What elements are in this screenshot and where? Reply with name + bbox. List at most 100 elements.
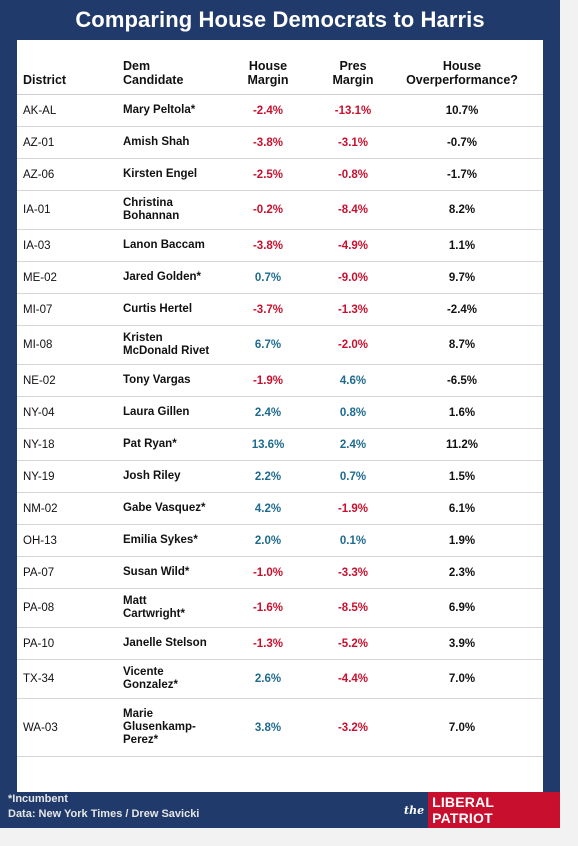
candidate-name-line: Kristen xyxy=(123,332,163,344)
candidate-name-line: Mary Peltola* xyxy=(123,104,196,116)
candidate-cell: Amish Shah xyxy=(123,127,233,158)
overperformance-cell: 6.1% xyxy=(448,502,476,515)
overperformance-cell: -2.4% xyxy=(446,303,478,316)
header-candidate: Dem Candidate xyxy=(123,59,183,87)
house-margin-cell: 2.2% xyxy=(254,470,282,483)
candidate-name-line: Amish Shah xyxy=(123,136,190,148)
candidate-name-line: Emilia Sykes* xyxy=(123,534,198,546)
table-row: AZ-06 Kirsten Engel -2.5% -0.8% -1.7% xyxy=(17,159,543,191)
overperformance-cell: 9.7% xyxy=(448,271,476,284)
candidate-cell: Mary Peltola* xyxy=(123,95,233,126)
candidate-name-line: Pat Ryan* xyxy=(123,438,177,450)
table-row: NE-02 Tony Vargas -1.9% 4.6% -6.5% xyxy=(17,365,543,397)
candidate-name-line: Curtis Hertel xyxy=(123,303,193,315)
pres-margin-cell: 0.1% xyxy=(339,534,367,547)
pres-margin-cell: 4.6% xyxy=(339,374,367,387)
overperformance-cell: 1.1% xyxy=(448,239,476,252)
table-row: MI-08 Kristen McDonald Rivet 6.7% -2.0% 8.7% xyxy=(17,326,543,365)
house-margin-cell: 2.6% xyxy=(254,673,282,685)
header-district: District xyxy=(23,73,67,87)
candidate-name: Christina Bohannan xyxy=(123,197,179,223)
candidate-name-line: Cartwright* xyxy=(123,608,185,620)
house-margin-cell: -1.0% xyxy=(252,566,284,579)
pres-margin-cell: -1.3% xyxy=(337,303,369,316)
candidate-cell: Kristen McDonald Rivet xyxy=(123,326,233,364)
pres-margin-cell: -2.0% xyxy=(337,339,369,351)
district-cell: PA-08 xyxy=(23,602,55,614)
infographic-frame: Comparing House Democrats to Harris Dist… xyxy=(0,0,560,828)
district-cell: NY-18 xyxy=(23,438,55,451)
house-margin-cell: -1.9% xyxy=(252,374,284,387)
district-cell: ME-02 xyxy=(23,271,57,284)
overperformance-cell: 8.7% xyxy=(448,339,476,351)
table-row: AK-AL Mary Peltola* -2.4% -13.1% 10.7% xyxy=(17,95,543,127)
district-cell: WA-03 xyxy=(23,721,58,734)
candidate-cell: Matt Cartwright* xyxy=(123,589,233,627)
header-pres-line1: Pres xyxy=(339,59,367,73)
candidate-name-line: Josh Riley xyxy=(123,470,181,482)
candidate-cell: Laura Gillen xyxy=(123,397,233,428)
candidate-name-line: Glusenkamp- xyxy=(123,721,196,733)
candidate-cell: Emilia Sykes* xyxy=(123,525,233,556)
brand-name: LIBERAL PATRIOT xyxy=(428,792,560,828)
overperformance-cell: -0.7% xyxy=(446,136,478,149)
overperformance-cell: 3.9% xyxy=(448,637,476,650)
house-margin-cell: -2.5% xyxy=(252,168,284,181)
data-source: Data: New York Times / Drew Savicki xyxy=(8,808,200,820)
header-pres-line2: Margin xyxy=(332,73,374,87)
overperformance-cell: 1.6% xyxy=(448,406,476,419)
district-cell: NM-02 xyxy=(23,502,58,515)
overperformance-cell: -6.5% xyxy=(446,374,478,387)
house-margin-cell: 0.7% xyxy=(254,271,282,284)
pres-margin-cell: -3.1% xyxy=(337,136,369,149)
candidate-name: Vicente Gonzalez* xyxy=(123,666,178,692)
header-house-line2: Margin xyxy=(247,73,289,87)
pres-margin-cell: 0.8% xyxy=(339,406,367,419)
candidate-name: Susan Wild* xyxy=(123,566,189,579)
table-row: PA-10 Janelle Stelson -1.3% -5.2% 3.9% xyxy=(17,628,543,660)
house-margin-cell: 4.2% xyxy=(254,502,282,515)
district-cell: TX-34 xyxy=(23,673,55,685)
candidate-name-line: Susan Wild* xyxy=(123,566,190,578)
pres-margin-cell: -4.4% xyxy=(337,673,369,685)
candidate-name: Kristen McDonald Rivet xyxy=(123,332,209,358)
candidate-name-line: Jared Golden* xyxy=(123,271,201,283)
pres-margin-cell: -8.5% xyxy=(337,602,369,614)
pres-margin-cell: -5.2% xyxy=(337,637,369,650)
overperformance-cell: -1.7% xyxy=(446,168,478,181)
table-row: WA-03 Marie Glusenkamp- Perez* 3.8% -3.2% 7.0% xyxy=(17,699,543,757)
house-margin-cell: 2.0% xyxy=(254,534,282,547)
pres-margin-cell: -13.1% xyxy=(334,104,372,117)
candidate-name-line: McDonald Rivet xyxy=(123,345,210,357)
table-row: TX-34 Vicente Gonzalez* 2.6% -4.4% 7.0% xyxy=(17,660,543,699)
overperformance-cell: 6.9% xyxy=(448,602,476,614)
district-cell: IA-03 xyxy=(23,239,51,252)
table-row: IA-01 Christina Bohannan -0.2% -8.4% 8.2% xyxy=(17,191,543,230)
candidate-cell: Josh Riley xyxy=(123,461,233,492)
candidate-name: Amish Shah xyxy=(123,136,189,149)
candidate-cell: Janelle Stelson xyxy=(123,628,233,659)
pres-margin-cell: -9.0% xyxy=(337,271,369,284)
candidate-name: Janelle Stelson xyxy=(123,637,207,650)
house-margin-cell: 13.6% xyxy=(251,438,285,451)
candidate-cell: Gabe Vasquez* xyxy=(123,493,233,524)
header-candidate-line1: Dem xyxy=(123,59,151,73)
district-cell: AK-AL xyxy=(23,104,57,117)
house-margin-cell: -3.8% xyxy=(252,239,284,252)
house-margin-cell: -1.6% xyxy=(252,602,284,614)
pres-margin-cell: 0.7% xyxy=(339,470,367,483)
candidate-cell: Jared Golden* xyxy=(123,262,233,293)
house-margin-cell: 2.4% xyxy=(254,406,282,419)
table-row: PA-07 Susan Wild* -1.0% -3.3% 2.3% xyxy=(17,557,543,589)
candidate-name-line: Christina xyxy=(123,197,173,209)
district-cell: NE-02 xyxy=(23,374,56,387)
house-margin-cell: -3.8% xyxy=(252,136,284,149)
house-margin-cell: -0.2% xyxy=(252,204,284,216)
house-margin-cell: -1.3% xyxy=(252,637,284,650)
overperformance-cell: 1.9% xyxy=(448,534,476,547)
overperformance-cell: 7.0% xyxy=(448,673,476,685)
candidate-name-line: Tony Vargas xyxy=(123,374,191,386)
candidate-name-line: Bohannan xyxy=(123,210,180,222)
candidate-name-line: Janelle Stelson xyxy=(123,637,207,649)
district-cell: IA-01 xyxy=(23,204,51,216)
